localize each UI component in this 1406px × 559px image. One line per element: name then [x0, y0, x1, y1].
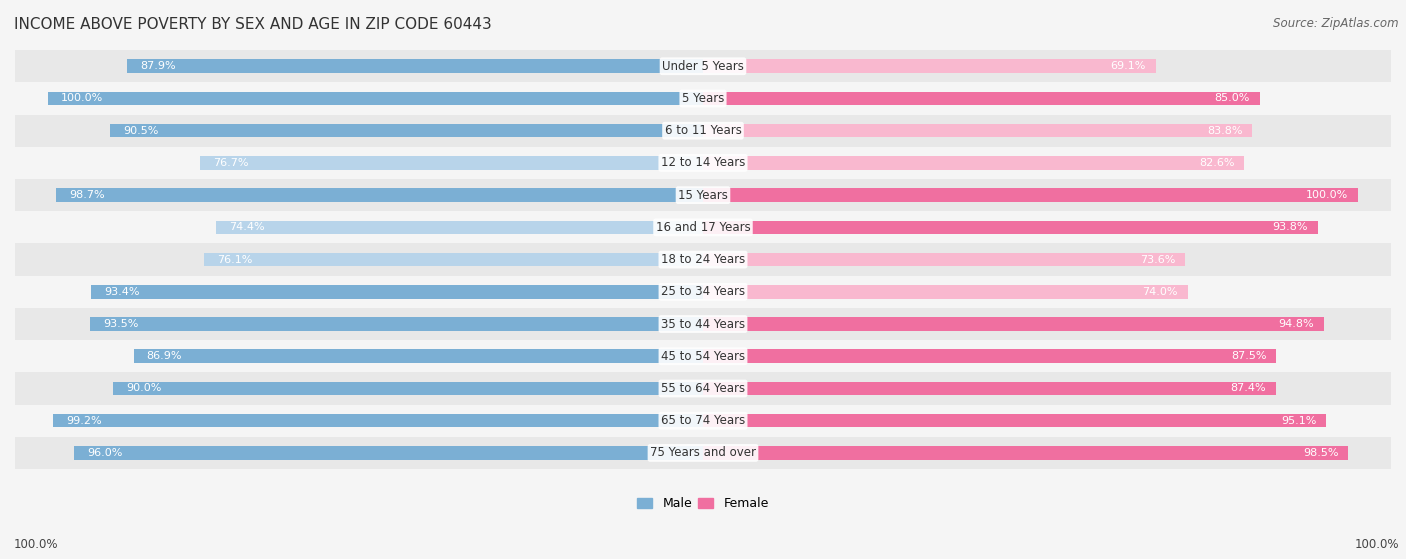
Text: 25 to 34 Years: 25 to 34 Years [661, 285, 745, 299]
Text: 76.7%: 76.7% [214, 158, 249, 168]
Text: 98.7%: 98.7% [69, 190, 105, 200]
Bar [15, 50, 1391, 82]
Bar [15, 372, 1391, 405]
Bar [15, 211, 1391, 244]
Bar [15, 308, 1391, 340]
Bar [15, 147, 1391, 179]
Bar [127, 59, 703, 73]
Text: 100.0%: 100.0% [1354, 538, 1399, 551]
Text: 90.5%: 90.5% [124, 126, 159, 136]
Bar [75, 446, 703, 459]
Bar [114, 382, 703, 395]
Text: 87.4%: 87.4% [1230, 383, 1265, 394]
Text: 65 to 74 Years: 65 to 74 Years [661, 414, 745, 427]
Text: 87.5%: 87.5% [1232, 351, 1267, 361]
Text: 90.0%: 90.0% [127, 383, 162, 394]
Text: 73.6%: 73.6% [1140, 254, 1175, 264]
Bar [703, 221, 1317, 234]
Text: 95.1%: 95.1% [1281, 416, 1316, 426]
Bar [15, 244, 1391, 276]
Text: 74.0%: 74.0% [1143, 287, 1178, 297]
Text: 82.6%: 82.6% [1199, 158, 1234, 168]
Bar [703, 349, 1277, 363]
Text: 75 Years and over: 75 Years and over [650, 447, 756, 459]
Bar [703, 156, 1244, 170]
Text: 83.8%: 83.8% [1206, 126, 1243, 136]
Text: 93.8%: 93.8% [1272, 222, 1308, 233]
Bar [15, 405, 1391, 437]
Bar [703, 318, 1324, 331]
Bar [703, 382, 1275, 395]
Text: 15 Years: 15 Years [678, 188, 728, 202]
Bar [15, 82, 1391, 115]
Bar [703, 188, 1358, 202]
Bar [204, 253, 703, 266]
Text: 69.1%: 69.1% [1111, 61, 1146, 71]
Bar [134, 349, 703, 363]
Bar [15, 179, 1391, 211]
Text: 76.1%: 76.1% [218, 254, 253, 264]
Text: 86.9%: 86.9% [146, 351, 183, 361]
Text: Under 5 Years: Under 5 Years [662, 60, 744, 73]
Text: INCOME ABOVE POVERTY BY SEX AND AGE IN ZIP CODE 60443: INCOME ABOVE POVERTY BY SEX AND AGE IN Z… [14, 17, 492, 32]
Text: 16 and 17 Years: 16 and 17 Years [655, 221, 751, 234]
Text: 99.2%: 99.2% [66, 416, 101, 426]
Text: 93.5%: 93.5% [104, 319, 139, 329]
Text: 74.4%: 74.4% [229, 222, 264, 233]
Bar [56, 188, 703, 202]
Bar [15, 340, 1391, 372]
Text: 45 to 54 Years: 45 to 54 Years [661, 350, 745, 363]
Bar [215, 221, 703, 234]
Bar [110, 124, 703, 138]
Text: 18 to 24 Years: 18 to 24 Years [661, 253, 745, 266]
Text: 55 to 64 Years: 55 to 64 Years [661, 382, 745, 395]
Text: 94.8%: 94.8% [1278, 319, 1315, 329]
Text: 12 to 14 Years: 12 to 14 Years [661, 157, 745, 169]
Text: 100.0%: 100.0% [1306, 190, 1348, 200]
Bar [91, 285, 703, 299]
Bar [703, 285, 1188, 299]
Bar [15, 276, 1391, 308]
Bar [48, 92, 703, 105]
Bar [15, 437, 1391, 469]
Bar [53, 414, 703, 428]
Text: 100.0%: 100.0% [14, 538, 59, 551]
Bar [703, 124, 1253, 138]
Legend: Male, Female: Male, Female [633, 492, 773, 515]
Bar [15, 115, 1391, 147]
Bar [90, 318, 703, 331]
Text: 6 to 11 Years: 6 to 11 Years [665, 124, 741, 137]
Bar [703, 59, 1156, 73]
Text: 93.4%: 93.4% [104, 287, 139, 297]
Text: 96.0%: 96.0% [87, 448, 122, 458]
Text: 35 to 44 Years: 35 to 44 Years [661, 318, 745, 330]
Text: 5 Years: 5 Years [682, 92, 724, 105]
Text: 98.5%: 98.5% [1303, 448, 1339, 458]
Bar [703, 446, 1348, 459]
Bar [703, 253, 1185, 266]
Bar [703, 92, 1260, 105]
Text: 85.0%: 85.0% [1215, 93, 1250, 103]
Bar [201, 156, 703, 170]
Bar [703, 414, 1326, 428]
Text: Source: ZipAtlas.com: Source: ZipAtlas.com [1274, 17, 1399, 30]
Text: 87.9%: 87.9% [141, 61, 176, 71]
Text: 100.0%: 100.0% [60, 93, 103, 103]
